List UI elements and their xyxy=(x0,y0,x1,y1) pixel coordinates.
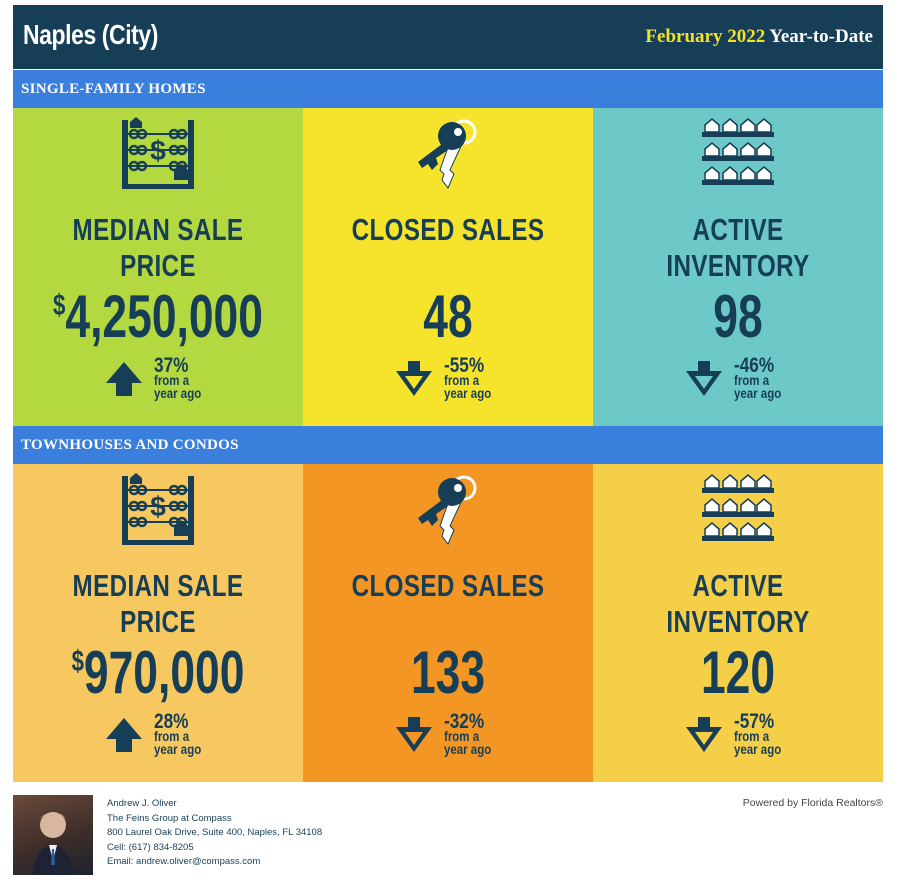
change-note-line2: year ago xyxy=(444,385,492,401)
stat-value: 98 xyxy=(631,276,846,347)
agent-address: 800 Laurel Oak Drive, Suite 400, Naples,… xyxy=(107,827,323,838)
keys-icon xyxy=(303,114,593,192)
period-rest: Year-to-Date xyxy=(769,26,873,47)
svg-text:$: $ xyxy=(150,491,166,522)
arrow-down-icon xyxy=(394,715,434,755)
change-text: -55% from a year ago xyxy=(444,355,492,401)
powered-by: Powered by Florida Realtors® xyxy=(742,797,883,809)
section-title: SINGLE-FAMILY HOMES xyxy=(21,81,206,97)
stat-value: 120 xyxy=(631,632,846,703)
agent-name: Andrew J. Oliver xyxy=(107,798,177,809)
currency-symbol: $ xyxy=(53,289,66,322)
stat-value: 133 xyxy=(341,632,556,703)
change-percent: -57% xyxy=(734,710,775,733)
houses-shelves-icon xyxy=(593,114,883,192)
houses-shelves-icon xyxy=(593,470,883,548)
change-percent: 37% xyxy=(154,354,189,377)
condos-grid: $ MEDIAN SALE PRICE $970,000 28% from a … xyxy=(13,464,883,782)
stat-tile-active-inventory: ACTIVE INVENTORY 98 -46% from a year ago xyxy=(593,108,883,426)
agent-footer: Andrew J. Oliver The Feins Group at Comp… xyxy=(13,795,883,885)
report-period: February 2022 Year-to-Date xyxy=(645,26,873,48)
single-family-grid: $ MEDIAN SALE PRICE $4,250,000 37% from … xyxy=(13,108,883,426)
change-note-line2: year ago xyxy=(734,741,782,757)
svg-text:$: $ xyxy=(150,135,166,166)
change-note-line2: year ago xyxy=(154,385,202,401)
agent-photo xyxy=(13,795,93,875)
change-text: -57% from a year ago xyxy=(734,711,782,757)
change-percent: -46% xyxy=(734,354,775,377)
stat-value: $970,000 xyxy=(51,632,266,703)
stat-label: MEDIAN SALE PRICE xyxy=(72,212,244,283)
change-text: 28% from a year ago xyxy=(154,711,202,757)
section-band-condos: TOWNHOUSES AND CONDOS xyxy=(13,426,883,464)
currency-symbol: $ xyxy=(71,645,84,678)
abacus-dollar-icon: $ xyxy=(13,114,303,192)
change-note-line2: year ago xyxy=(444,741,492,757)
change-note-line1: from a xyxy=(154,372,190,388)
change-note-line1: from a xyxy=(734,372,770,388)
agent-contact: Andrew J. Oliver The Feins Group at Comp… xyxy=(107,797,322,870)
stat-value: $4,250,000 xyxy=(51,276,266,347)
section-band-single-family: SINGLE-FAMILY HOMES xyxy=(13,70,883,108)
stat-label: ACTIVE INVENTORY xyxy=(666,212,810,283)
change-note-line1: from a xyxy=(444,372,480,388)
arrow-up-icon xyxy=(104,715,144,755)
section-title: TOWNHOUSES AND CONDOS xyxy=(21,437,239,453)
change-text: -46% from a year ago xyxy=(734,355,782,401)
change-note-line1: from a xyxy=(734,728,770,744)
arrow-down-icon xyxy=(684,715,724,755)
arrow-up-icon xyxy=(104,359,144,399)
stat-tile-closed-sales: CLOSED SALES 133 -32% from a year ago xyxy=(303,464,593,782)
stat-value: 48 xyxy=(341,276,556,347)
change-percent: -55% xyxy=(444,354,485,377)
stat-number: 133 xyxy=(410,639,486,706)
change-note-line1: from a xyxy=(154,728,190,744)
agent-email: Email: andrew.oliver@compass.com xyxy=(107,856,261,867)
stat-tile-closed-sales: CLOSED SALES 48 -55% from a year ago xyxy=(303,108,593,426)
change-indicator: -55% from a year ago xyxy=(303,354,593,404)
stat-label: CLOSED SALES xyxy=(351,568,545,603)
change-indicator: -32% from a year ago xyxy=(303,710,593,760)
stat-label: ACTIVE INVENTORY xyxy=(666,568,810,639)
stat-label: MEDIAN SALE PRICE xyxy=(72,568,244,639)
stat-tile-median-sale-price: $ MEDIAN SALE PRICE $970,000 28% from a … xyxy=(13,464,303,782)
change-percent: -32% xyxy=(444,710,485,733)
stat-number: 120 xyxy=(700,639,776,706)
change-percent: 28% xyxy=(154,710,189,733)
arrow-down-icon xyxy=(684,359,724,399)
change-note-line1: from a xyxy=(444,728,480,744)
change-text: 37% from a year ago xyxy=(154,355,202,401)
stat-number: 970,000 xyxy=(83,639,245,706)
change-indicator: -46% from a year ago xyxy=(593,354,883,404)
agent-company: The Feins Group at Compass xyxy=(107,812,232,824)
agent-cell: Cell: (617) 834-8205 xyxy=(107,841,194,853)
stat-tile-active-inventory: ACTIVE INVENTORY 120 -57% from a year ag… xyxy=(593,464,883,782)
change-note-line2: year ago xyxy=(154,741,202,757)
change-indicator: -57% from a year ago xyxy=(593,710,883,760)
city-title: Naples (City) xyxy=(23,19,159,50)
change-indicator: 37% from a year ago xyxy=(13,354,303,404)
stat-tile-median-sale-price: $ MEDIAN SALE PRICE $4,250,000 37% from … xyxy=(13,108,303,426)
stat-number: 98 xyxy=(713,283,763,350)
period-month: February 2022 xyxy=(645,26,766,47)
change-indicator: 28% from a year ago xyxy=(13,710,303,760)
report-header: Naples (City) February 2022 Year-to-Date xyxy=(13,5,883,69)
arrow-down-icon xyxy=(394,359,434,399)
stat-label: CLOSED SALES xyxy=(351,212,545,247)
change-text: -32% from a year ago xyxy=(444,711,492,757)
abacus-dollar-icon: $ xyxy=(13,470,303,548)
change-note-line2: year ago xyxy=(734,385,782,401)
stat-number: 4,250,000 xyxy=(65,283,263,350)
keys-icon xyxy=(303,470,593,548)
stat-number: 48 xyxy=(423,283,473,350)
